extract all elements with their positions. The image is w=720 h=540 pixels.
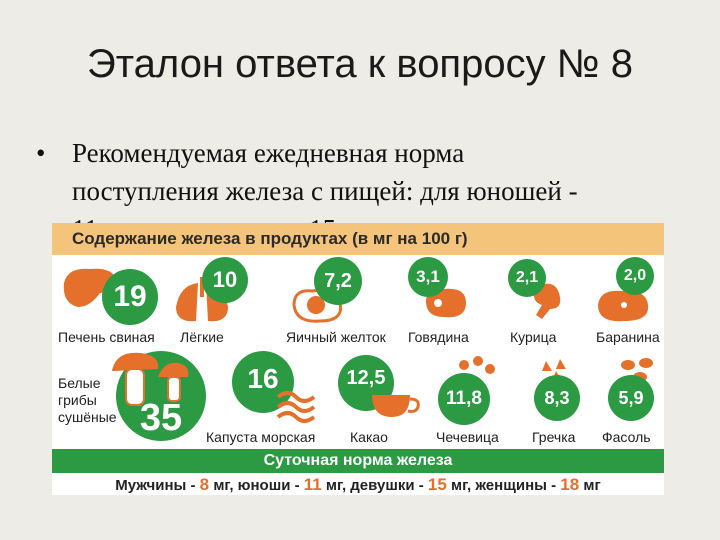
- norm-boys-value: 11: [303, 475, 322, 494]
- daily-norm-values: Мужчины - 8 мг, юноши - 11 мг, девушки -…: [52, 475, 664, 495]
- label-egg-yolk: Яичный желток: [286, 329, 386, 345]
- value-circle-liver: 19: [102, 269, 158, 325]
- value-circle-lamb: 2,0: [616, 257, 654, 295]
- chicken-leg-icon: [534, 283, 561, 319]
- beef-icon: [426, 288, 466, 318]
- label-chicken: Курица: [510, 329, 557, 345]
- bullet-text: Рекомендуемая ежедневная норма поступлен…: [72, 134, 692, 248]
- infographic-header: Содержание железа в продуктах (в мг на 1…: [52, 223, 664, 255]
- label-lungs: Лёгкие: [180, 329, 224, 345]
- label-buckwheat: Гречка: [532, 429, 576, 445]
- lamb-icon: [598, 290, 649, 322]
- bullet-line-2: поступления железа с пищей: для юношей -: [72, 176, 578, 206]
- daily-norm-header: Суточная норма железа: [52, 449, 664, 473]
- bullet-marker: •: [36, 138, 46, 168]
- iron-content-infographic: Содержание железа в продуктах (в мг на 1…: [52, 223, 664, 495]
- norm-girls-label: мг, девушки -: [325, 477, 424, 494]
- norm-women-value: 18: [560, 475, 580, 494]
- slide-title: Эталон ответа к вопросу № 8: [87, 42, 633, 86]
- label-lamb: Баранина: [596, 329, 660, 345]
- value-circle-beef: 3,1: [408, 257, 448, 297]
- norm-unit: мг: [583, 477, 601, 494]
- label-seaweed: Капуста морская: [206, 429, 316, 445]
- value-circle-egg-yolk: 7,2: [314, 257, 362, 305]
- value-circle-lentils: 11,8: [438, 373, 490, 425]
- cocoa-cup-icon: [372, 395, 420, 417]
- value-mushrooms: 35: [139, 397, 183, 439]
- label-cocoa: Какао: [350, 429, 388, 445]
- norm-men-label: Мужчины -: [115, 477, 196, 494]
- label-mushrooms-line-3: сушёные: [58, 409, 117, 425]
- label-beef: Говядина: [408, 329, 469, 345]
- seaweed-icon: [276, 391, 316, 423]
- norm-men-value: 8: [199, 475, 210, 494]
- label-liver: Печень свиная: [58, 329, 155, 345]
- norm-girls-value: 15: [427, 475, 447, 494]
- mushrooms-icon-front: [112, 352, 189, 406]
- value-circle-buckwheat: 8,3: [534, 375, 580, 421]
- value-circle-chicken: 2,1: [508, 259, 546, 297]
- value-circle-cocoa: 12,5: [338, 355, 394, 411]
- label-mushrooms: Белые грибы сушёные: [58, 375, 117, 426]
- value-circle-beans: 5,9: [608, 375, 654, 421]
- label-mushrooms-line-1: Белые: [58, 375, 101, 391]
- label-lentils: Чечевица: [436, 429, 499, 445]
- pork-liver-icon: [63, 268, 117, 307]
- norm-women-label: мг, женщины -: [451, 477, 557, 494]
- norm-boys-label: мг, юноши -: [213, 477, 300, 494]
- label-mushrooms-line-2: грибы: [58, 392, 97, 408]
- value-circle-lungs: 10: [202, 257, 248, 303]
- label-beans: Фасоль: [602, 429, 651, 445]
- bullet-line-1: Рекомендуемая ежедневная норма: [72, 138, 465, 168]
